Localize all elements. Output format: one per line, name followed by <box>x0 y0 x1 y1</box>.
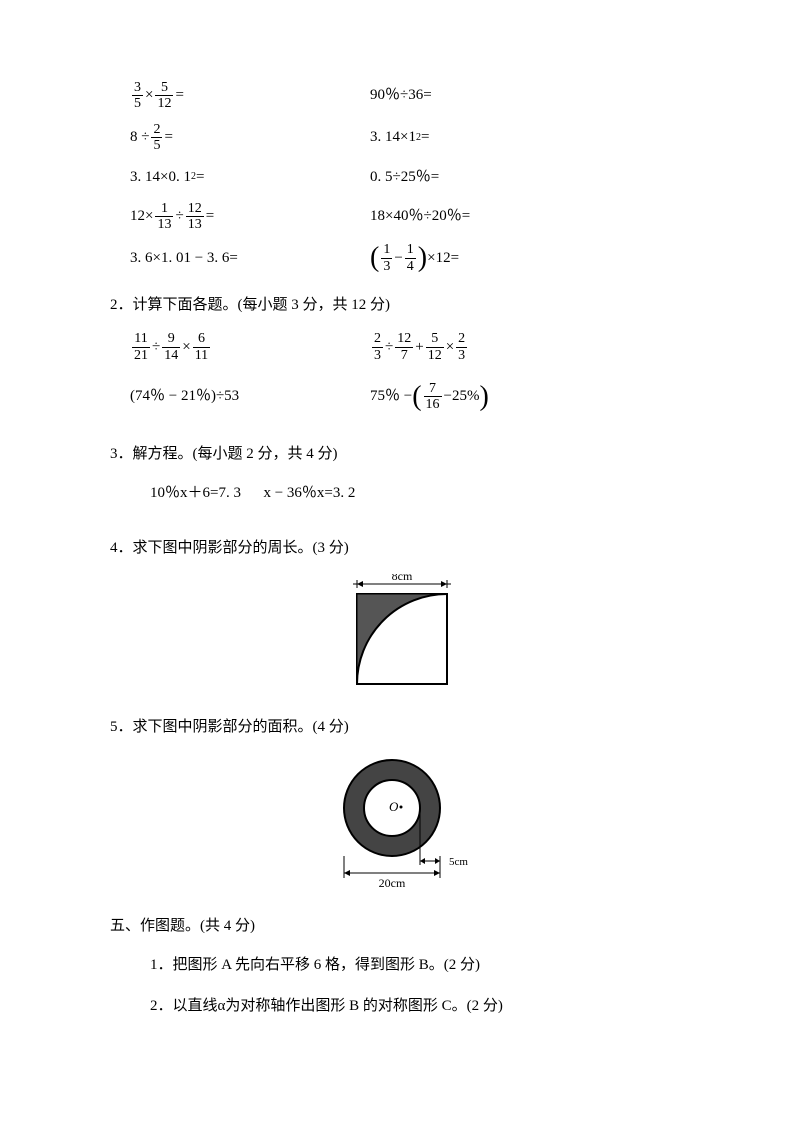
fraction: 113 <box>155 201 173 233</box>
svg-text:5cm: 5cm <box>449 856 468 868</box>
q5-title: 5．求下图中阴影部分的面积。(4 分) <box>110 714 693 741</box>
expression-row: 3. 6×1. 01 − 3. 6= 13 − 14 ×12= <box>130 242 693 274</box>
expr-text: × <box>145 82 153 109</box>
paren-expression: 716 − 25% <box>412 381 489 413</box>
expr-text: = <box>164 124 172 151</box>
expr-right: 3. 14×12= <box>370 124 429 151</box>
expr-right: 75％ − 716 − 25% <box>370 381 489 413</box>
expr-text: = <box>421 124 429 151</box>
fraction: 512 <box>155 80 173 112</box>
expr-text: = <box>196 164 204 191</box>
expr-left: 1121 ÷ 914 × 611 <box>130 331 370 363</box>
fraction: 23 <box>456 331 467 363</box>
expr-right: 13 − 14 ×12= <box>370 242 459 274</box>
expr-left: 35 × 512 = <box>130 80 370 112</box>
fraction: 1213 <box>186 201 204 233</box>
expr-text: 18×40％÷20％= <box>370 203 470 230</box>
expr-text: ÷ <box>385 334 393 361</box>
expr-text: ÷ <box>175 203 183 230</box>
expr-right: 0. 5÷25％= <box>370 164 439 191</box>
fraction: 914 <box>162 331 180 363</box>
expr-text: × <box>182 334 190 361</box>
expr-text: 90％÷36= <box>370 82 432 109</box>
expr-text: × <box>446 334 454 361</box>
section5-title: 五、作图题。(共 4 分) <box>110 913 693 940</box>
expr-text: + <box>415 334 423 361</box>
q4-diagram: 8cm <box>110 574 693 694</box>
expr-right: 90％÷36= <box>370 82 432 109</box>
expression-row: 1121 ÷ 914 × 61123 ÷ 127 + 512 × 23 <box>130 331 693 363</box>
expr-right: 23 ÷ 127 + 512 × 23 <box>370 331 469 363</box>
section5-sub2: 2．以直线α为对称轴作出图形 B 的对称图形 C。(2 分) <box>150 993 693 1020</box>
expression-row: 35 × 512 =90％÷36= <box>130 80 693 112</box>
expr-text: 3. 6×1. 01 − 3. 6= <box>130 245 238 272</box>
expr-text: (74％ − 21％)÷53 <box>130 383 239 410</box>
expr-left: 3. 6×1. 01 − 3. 6= <box>130 245 370 272</box>
expr-left: 8 ÷ 25 = <box>130 122 370 154</box>
fraction: 127 <box>395 331 413 363</box>
expression-row: (74％ − 21％)÷53 75％ − 716 − 25% <box>130 381 693 413</box>
fraction: 25 <box>151 122 162 154</box>
q3-equations: 10％x＋6=7. 3 x − 36％x=3. 2 <box>150 480 693 507</box>
fraction: 611 <box>193 331 210 363</box>
expr-text: ÷ <box>152 334 160 361</box>
q1-block: 35 × 512 =90％÷36=8 ÷ 25 =3. 14×12=3. 14×… <box>130 80 693 274</box>
q4-title: 4．求下图中阴影部分的周长。(3 分) <box>110 535 693 562</box>
q5-diagram: O 20cm 5cm <box>110 753 693 893</box>
section5-sub1: 1．把图形 A 先向右平移 6 格，得到图形 B。(2 分) <box>150 952 693 979</box>
fraction: 512 <box>426 331 444 363</box>
expr-text: 3. 14×0. 1 <box>130 164 191 191</box>
q2-block: 1121 ÷ 914 × 61123 ÷ 127 + 512 × 23(74％ … <box>130 331 693 413</box>
paren-expression: 13 − 14 <box>370 242 427 274</box>
svg-text:20cm: 20cm <box>378 876 405 890</box>
fraction: 35 <box>132 80 143 112</box>
svg-text:O: O <box>389 799 399 814</box>
expr-text: 3. 14×1 <box>370 124 416 151</box>
q3-title: 3．解方程。(每小题 2 分，共 4 分) <box>110 441 693 468</box>
expr-text: 75％ − <box>370 383 412 410</box>
fraction: 23 <box>372 331 383 363</box>
expr-text: 12× <box>130 203 153 230</box>
fraction: 1121 <box>132 331 150 363</box>
expression-row: 8 ÷ 25 =3. 14×12= <box>130 122 693 154</box>
expr-right: 18×40％÷20％= <box>370 203 470 230</box>
q4-label: 8cm <box>391 574 412 583</box>
expression-row: 12× 113 ÷ 1213 =18×40％÷20％= <box>130 201 693 233</box>
expr-text: = <box>175 82 183 109</box>
expr-left: (74％ − 21％)÷53 <box>130 383 370 410</box>
expression-row: 3. 14×0. 12=0. 5÷25％= <box>130 164 693 191</box>
expr-left: 3. 14×0. 12= <box>130 164 370 191</box>
expr-text: 0. 5÷25％= <box>370 164 439 191</box>
expr-left: 12× 113 ÷ 1213 = <box>130 201 370 233</box>
expr-text: = <box>206 203 214 230</box>
q2-title: 2．计算下面各题。(每小题 3 分，共 12 分) <box>110 292 693 319</box>
expr-text: 8 ÷ <box>130 124 149 151</box>
expr-text: ×12= <box>427 245 459 272</box>
